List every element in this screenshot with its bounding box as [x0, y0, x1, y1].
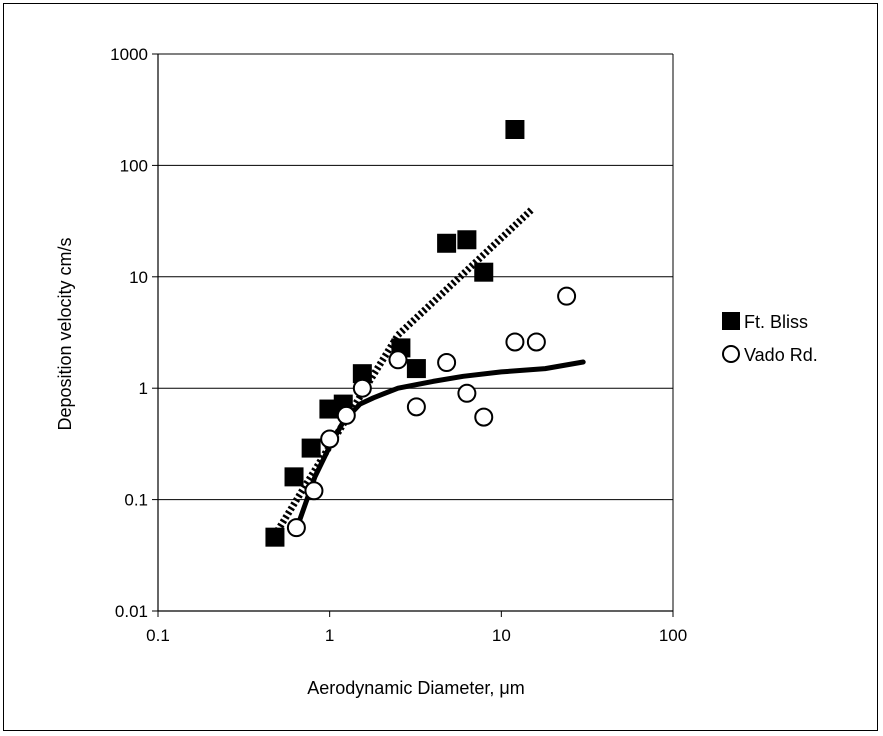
ft-bliss-point — [284, 467, 304, 487]
x-axis-label: Aerodynamic Diameter, μm — [307, 678, 524, 698]
vado-rd-point — [406, 397, 426, 417]
x-tick-label: 0.1 — [146, 626, 170, 645]
legend: Ft. Bliss Vado Rd. — [722, 312, 818, 365]
ft-bliss-point — [319, 399, 339, 419]
fit-line-1 — [271, 207, 534, 537]
fit-lines — [271, 207, 586, 537]
data-points — [265, 120, 577, 547]
vado-rd-point — [437, 353, 457, 373]
legend-marker-2 — [722, 345, 740, 363]
x-tick-label: 10 — [492, 626, 511, 645]
chart-frame: 0.01 0.1 1 10 100 1000 0.1 1 10 100 Aerodynamic D… — [3, 3, 878, 731]
vado-rd-point — [352, 378, 372, 398]
ft-bliss-point — [457, 230, 477, 250]
ft-bliss-point — [352, 364, 372, 384]
grid-lines — [158, 53, 673, 501]
y-axis-label: Deposition velocity cm/s — [55, 237, 75, 430]
vado-rd-point — [526, 332, 546, 352]
y-tick-label: 100 — [120, 156, 148, 175]
vado-rd-point — [474, 407, 494, 427]
axis-labels: Aerodynamic Diameter, μm Deposition velo… — [55, 237, 525, 698]
y-tick-label: 0.1 — [124, 491, 148, 510]
ft-bliss-point — [406, 359, 426, 379]
chart-canvas: 0.01 0.1 1 10 100 1000 0.1 1 10 100 Aerodynamic D… — [55, 45, 818, 698]
y-tick-label: 0.01 — [115, 602, 148, 621]
vado-rd-point — [304, 481, 324, 501]
legend-marker-1 — [722, 312, 740, 330]
vado-rd-point — [388, 350, 408, 370]
ft-bliss-point — [301, 438, 321, 458]
y-tick-label: 1 — [139, 379, 148, 398]
ft-bliss-point — [265, 527, 285, 547]
vado-rd-point — [286, 518, 306, 538]
x-tick-label: 100 — [659, 626, 687, 645]
fit-line-2 — [295, 359, 586, 529]
ft-bliss-point — [437, 233, 457, 253]
vado-rd-point — [557, 286, 577, 306]
vado-rd-point — [320, 429, 340, 449]
y-tick-label: 1000 — [110, 45, 148, 64]
axes: 0.01 0.1 1 10 100 1000 0.1 1 10 100 — [110, 45, 687, 645]
ft-bliss-point — [505, 120, 525, 140]
vado-rd-point — [505, 332, 525, 352]
y-tick-label: 10 — [129, 268, 148, 287]
x-tick-label: 1 — [325, 626, 334, 645]
vado-rd-point — [336, 405, 356, 425]
ft-bliss-point — [474, 262, 494, 282]
legend-label-1: Ft. Bliss — [744, 312, 808, 332]
vado-rd-point — [457, 383, 477, 403]
legend-label-2: Vado Rd. — [744, 345, 818, 365]
